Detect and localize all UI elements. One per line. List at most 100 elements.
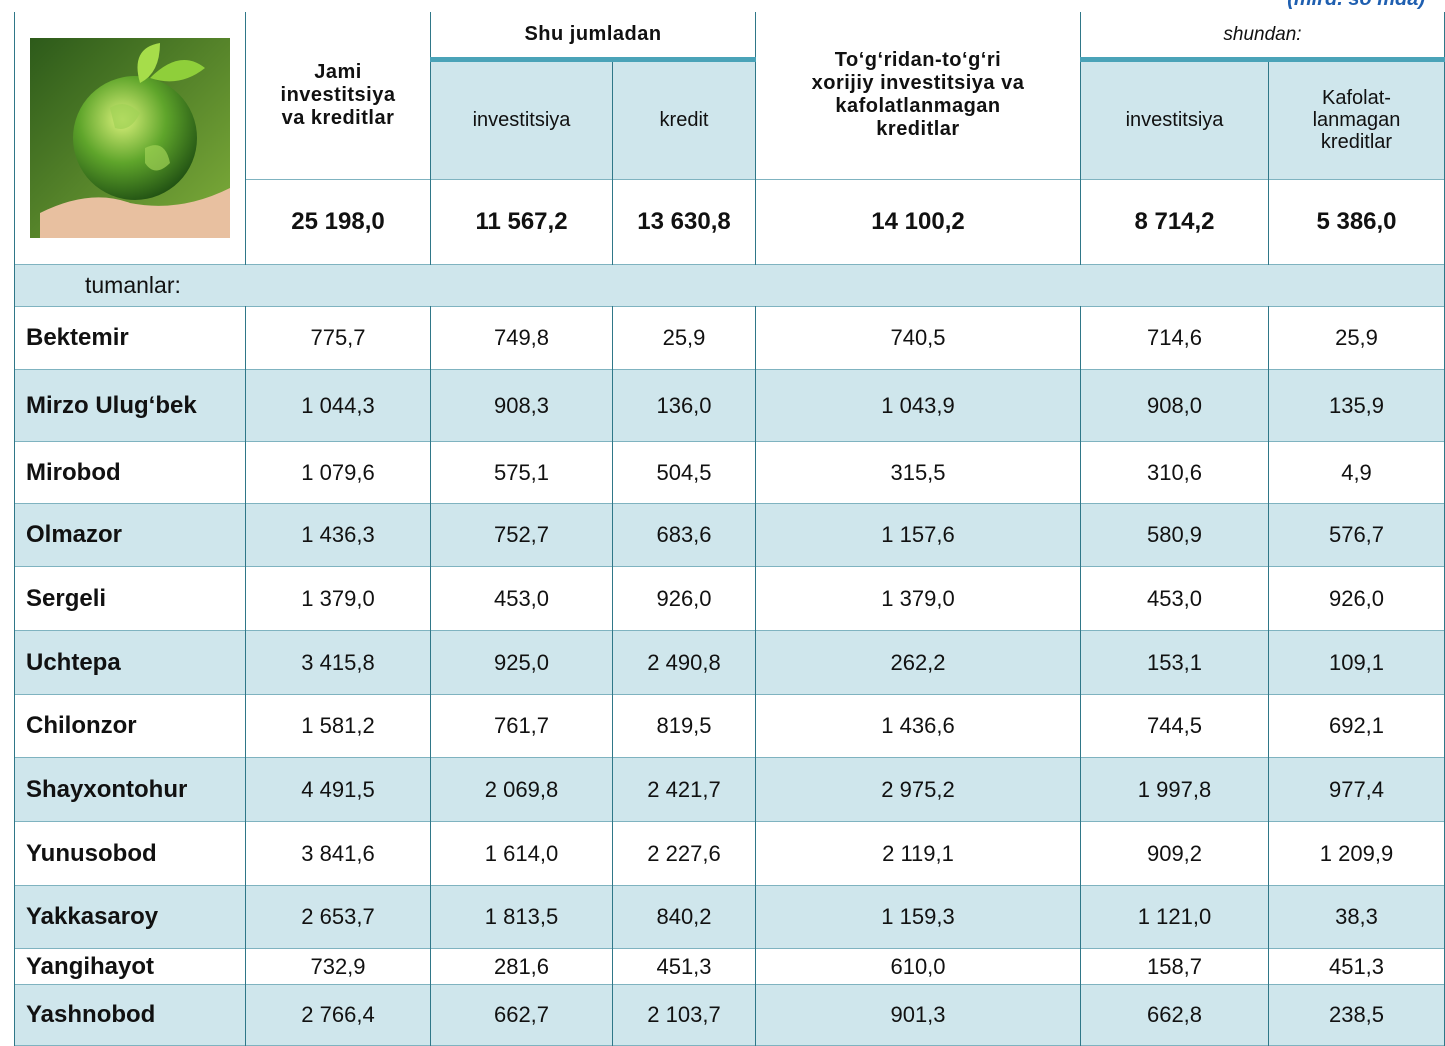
total-cell: 8 714,2 (1080, 179, 1269, 265)
value-cell: 1 079,6 (245, 441, 431, 504)
district-name: Mirobod (14, 441, 246, 504)
value-cell: 1 159,3 (755, 885, 1081, 949)
value-cell: 1 614,0 (430, 821, 613, 886)
value-cell: 4 491,5 (245, 757, 431, 822)
value-cell: 2 490,8 (612, 630, 756, 695)
value-cell: 926,0 (1268, 566, 1445, 631)
value-cell: 977,4 (1268, 757, 1445, 822)
total-cell: 11 567,2 (430, 179, 613, 265)
page: (mlrd. so‘mda) Jami investitsiya va kred… (14, 0, 1445, 1046)
value-cell: 25,9 (612, 306, 756, 370)
group-header: shundan: (1080, 12, 1445, 63)
total-cell: 13 630,8 (612, 179, 756, 265)
district-name: Yangihayot (14, 948, 246, 985)
value-cell: 1 581,2 (245, 694, 431, 758)
data-row: Yangihayot 732,9 281,6 451,3 610,0 158,7 451,3 (14, 948, 1445, 985)
value-cell: 1 043,9 (755, 369, 1081, 442)
value-cell: 909,2 (1080, 821, 1269, 886)
value-cell: 158,7 (1080, 948, 1269, 985)
value-cell: 840,2 (612, 885, 756, 949)
value-cell: 310,6 (1080, 441, 1269, 504)
unit-note: (mlrd. so‘mda) (1287, 0, 1425, 11)
column-header: investitsiya (1080, 59, 1269, 180)
value-cell: 451,3 (1268, 948, 1445, 985)
value-cell: 749,8 (430, 306, 613, 370)
section-row: tumanlar: (14, 264, 1445, 307)
value-cell: 2 069,8 (430, 757, 613, 822)
value-cell: 2 421,7 (612, 757, 756, 822)
value-cell: 1 436,3 (245, 503, 431, 567)
header-row: investitsiya kredit investitsiya Kafolat… (14, 59, 1445, 180)
value-cell: 135,9 (1268, 369, 1445, 442)
value-cell: 1 379,0 (755, 566, 1081, 631)
value-cell: 38,3 (1268, 885, 1445, 949)
value-cell: 683,6 (612, 503, 756, 567)
value-cell: 775,7 (245, 306, 431, 370)
value-cell: 1 997,8 (1080, 757, 1269, 822)
section-label: tumanlar: (14, 264, 1445, 307)
earth-image (30, 38, 230, 238)
value-cell: 1 121,0 (1080, 885, 1269, 949)
value-cell: 908,0 (1080, 369, 1269, 442)
data-row: Sergeli 1 379,0 453,0 926,0 1 379,0 453,0 926,… (14, 566, 1445, 631)
value-cell: 740,5 (755, 306, 1081, 370)
value-cell: 692,1 (1268, 694, 1445, 758)
value-cell: 908,3 (430, 369, 613, 442)
value-cell: 752,7 (430, 503, 613, 567)
total-cell: 14 100,2 (755, 179, 1081, 265)
value-cell: 453,0 (1080, 566, 1269, 631)
value-cell: 451,3 (612, 948, 756, 985)
value-cell: 25,9 (1268, 306, 1445, 370)
value-cell: 2 653,7 (245, 885, 431, 949)
district-name: Bektemir (14, 306, 246, 370)
value-cell: 136,0 (612, 369, 756, 442)
district-name: Sergeli (14, 566, 246, 631)
value-cell: 576,7 (1268, 503, 1445, 567)
value-cell: 732,9 (245, 948, 431, 985)
value-cell: 819,5 (612, 694, 756, 758)
value-cell: 3 841,6 (245, 821, 431, 886)
district-name: Olmazor (14, 503, 246, 567)
district-name: Chilonzor (14, 694, 246, 758)
total-cell: 25 198,0 (245, 179, 431, 265)
value-cell: 610,0 (755, 948, 1081, 985)
value-cell: 761,7 (430, 694, 613, 758)
totals-row: 25 198,0 11 567,2 13 630,8 14 100,2 8 714,2 5… (14, 179, 1445, 265)
data-row: Olmazor 1 436,3 752,7 683,6 1 157,6 580,9 576,… (14, 503, 1445, 567)
district-name: Yunusobod (14, 821, 246, 886)
district-name: Yakkasaroy (14, 885, 246, 949)
value-cell: 1 157,6 (755, 503, 1081, 567)
data-row: Shayxontohur 4 491,5 2 069,8 2 421,7 2 975,2… (14, 757, 1445, 822)
value-cell: 925,0 (430, 630, 613, 695)
investment-table: Jami investitsiya va kreditlar Shu jumla… (14, 12, 1445, 1046)
value-cell: 1 044,3 (245, 369, 431, 442)
column-header: To‘g‘ridan-to‘g‘ri xorijiy investitsiya … (755, 12, 1081, 180)
value-cell: 3 415,8 (245, 630, 431, 695)
value-cell: 744,5 (1080, 694, 1269, 758)
data-row: Yunusobod 3 841,6 1 614,0 2 227,6 2 119,1 909… (14, 821, 1445, 886)
data-row: Yakkasaroy 2 653,7 1 813,5 840,2 1 159,3 1 12… (14, 885, 1445, 949)
value-cell: 4,9 (1268, 441, 1445, 504)
value-cell: 262,2 (755, 630, 1081, 695)
value-cell: 153,1 (1080, 630, 1269, 695)
column-header: Kafolat- lanmagan kreditlar (1268, 59, 1445, 180)
column-header: investitsiya (430, 59, 613, 180)
column-header: Jami investitsiya va kreditlar (245, 12, 431, 180)
value-cell: 504,5 (612, 441, 756, 504)
value-cell: 926,0 (612, 566, 756, 631)
data-row: Mirzo Ulug‘bek 1 044,3 908,3 136,0 1 043,9 90… (14, 369, 1445, 442)
column-header: kredit (612, 59, 756, 180)
value-cell: 1 436,6 (755, 694, 1081, 758)
value-cell: 281,6 (430, 948, 613, 985)
value-cell: 109,1 (1268, 630, 1445, 695)
data-row: Bektemir 775,7 749,8 25,9 740,5 714,6 25,9 (14, 306, 1445, 370)
data-row: Mirobod 1 079,6 575,1 504,5 315,5 310,6 4,9 (14, 441, 1445, 504)
value-cell: 1 379,0 (245, 566, 431, 631)
image-cell (14, 12, 246, 265)
value-cell: 714,6 (1080, 306, 1269, 370)
value-cell: 2 119,1 (755, 821, 1081, 886)
district-name: Uchtepa (14, 630, 246, 695)
value-cell: 453,0 (430, 566, 613, 631)
district-name: Shayxontohur (14, 757, 246, 822)
header-row: Jami investitsiya va kreditlar Shu jumla… (14, 12, 1445, 265)
